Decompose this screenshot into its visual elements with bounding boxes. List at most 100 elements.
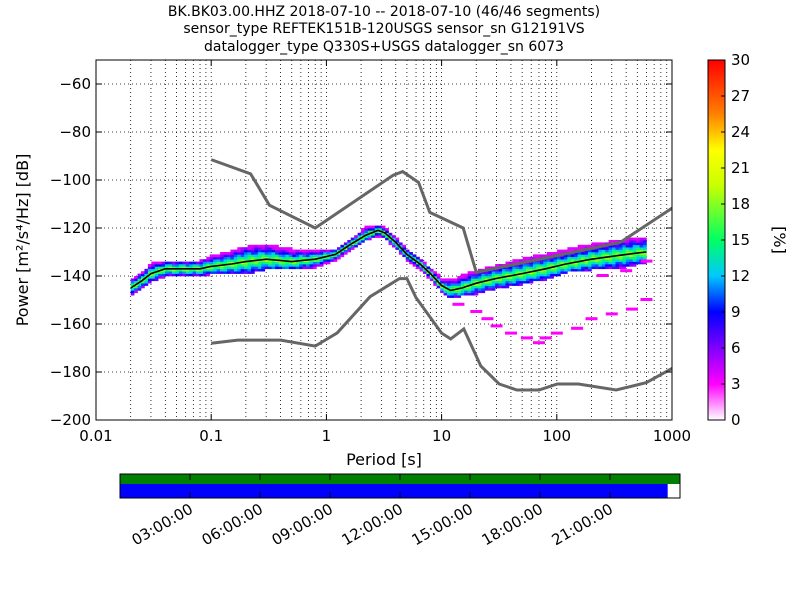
psd-cell (295, 256, 300, 260)
psd-cell (278, 252, 283, 255)
psd-cell (598, 259, 603, 262)
psd-cell (240, 264, 245, 267)
psd-cell (175, 264, 180, 267)
psd-cell (491, 271, 496, 274)
psd-cell (336, 249, 341, 253)
psd-cell (226, 254, 231, 258)
psd-cell (216, 259, 221, 262)
psd-cell (140, 283, 145, 286)
psd-cell (526, 256, 530, 260)
psd-cell (608, 261, 613, 265)
psd-cell (598, 242, 603, 246)
psd-cell (643, 256, 647, 260)
psd-cell (587, 264, 592, 267)
psd-cell (639, 242, 644, 246)
psd-cell (491, 283, 496, 286)
psd-cell (443, 290, 448, 294)
psd-cell (292, 252, 297, 255)
psd-cell (213, 254, 217, 258)
psd-cell (306, 256, 310, 260)
psd-cell (450, 278, 455, 282)
psd-cell (295, 264, 300, 267)
psd-cell (292, 249, 297, 253)
psd-cell (220, 259, 224, 262)
psd-cell (213, 261, 217, 265)
psd-cell (326, 252, 331, 255)
psd-cell (471, 276, 475, 279)
psd-cell (618, 261, 623, 265)
psd-cell (319, 259, 324, 262)
psd-cell (254, 256, 259, 260)
psd-outlier-cell (596, 274, 609, 277)
psd-cell (622, 256, 627, 260)
psd-cell (381, 225, 386, 229)
psd-cell (605, 261, 609, 265)
psd-cell (532, 271, 537, 274)
psd-cell (467, 278, 472, 282)
psd-cell (199, 261, 204, 265)
psd-cell (398, 242, 403, 246)
psd-cell (147, 278, 152, 282)
psd-cell (361, 230, 365, 234)
psd-cell (625, 252, 630, 255)
psd-cell (440, 278, 444, 282)
psd-cell (591, 242, 596, 246)
psd-cell (268, 249, 272, 253)
psd-cell (237, 247, 242, 250)
psd-cell (502, 273, 506, 277)
psd-cell (605, 254, 609, 258)
psd-cell (560, 256, 565, 260)
psd-cell (529, 261, 534, 265)
psd-cell (570, 259, 575, 262)
psd-cell (247, 249, 252, 253)
psd-cell (522, 268, 527, 272)
psd-cell (268, 252, 272, 255)
psd-cell (643, 237, 647, 241)
psd-outlier-cell (481, 317, 494, 321)
psd-cell (519, 259, 523, 262)
psd-cell (532, 256, 537, 260)
psd-cell (189, 271, 193, 274)
psd-cell (605, 249, 609, 253)
psd-cell (254, 247, 259, 250)
psd-cell (206, 264, 211, 267)
psd-cell (546, 264, 551, 267)
psd-cell (196, 266, 200, 270)
psd-cell (622, 247, 627, 250)
psd-cell (474, 292, 479, 296)
psd-cell (264, 244, 269, 248)
psd-cell (199, 273, 204, 277)
psd-cell (546, 273, 551, 277)
psd-cell (261, 264, 266, 267)
psd-cell (460, 290, 465, 294)
psd-cell (240, 268, 245, 272)
psd-cell (288, 261, 293, 265)
psd-cell (529, 256, 534, 260)
psd-cell (495, 283, 499, 286)
psd-cell (629, 242, 633, 246)
psd-cell (292, 264, 297, 267)
psd-cell (622, 244, 627, 248)
psd-cell (416, 266, 420, 270)
psd-cell (168, 268, 173, 272)
psd-cell (581, 252, 585, 255)
psd-cell (189, 266, 193, 270)
psd-cell (230, 271, 235, 274)
psd-cell (532, 273, 537, 277)
psd-cell (381, 232, 386, 236)
colorbar-tick-label: 30 (731, 51, 750, 69)
psd-cell (275, 247, 279, 250)
low-noise-model-line (211, 277, 672, 392)
psd-cell (254, 261, 259, 265)
psd-cell (261, 256, 266, 260)
psd-outlier-cell (626, 307, 639, 311)
psd-cell (281, 266, 286, 270)
psd-cell (209, 254, 214, 258)
psd-cell (130, 283, 135, 286)
colorbar-tick-label: 9 (731, 303, 741, 321)
psd-cell (615, 266, 620, 270)
psd-cell (202, 271, 207, 274)
psd-cell (557, 259, 561, 262)
psd-cell (137, 276, 142, 279)
psd-cell (553, 273, 558, 277)
